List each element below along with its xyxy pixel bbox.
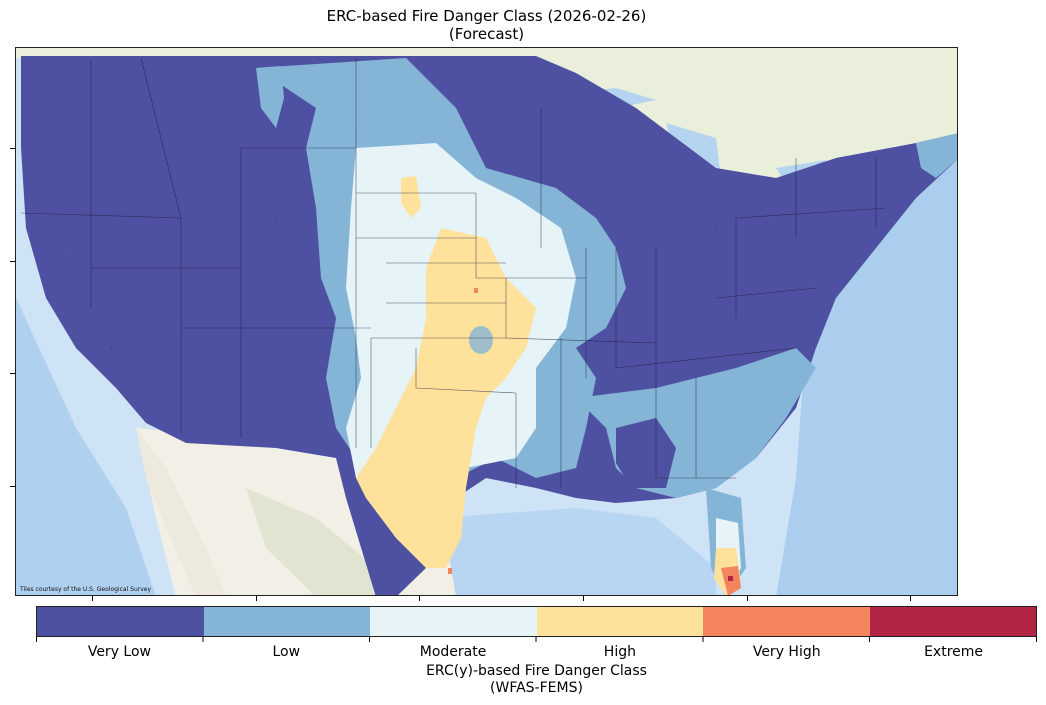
canada-land: [16, 48, 957, 198]
baja-peninsula: [136, 428, 226, 595]
x-tick: [419, 596, 420, 601]
colorbar-title-line-1: ERC(y)-based Fire Danger Class: [426, 663, 647, 679]
colorbar: [36, 606, 1037, 637]
fire-class-low-north: [256, 66, 284, 128]
colorbar-label-moderate: Moderate: [419, 644, 487, 660]
state-boundaries: [20, 57, 887, 488]
map-panel[interactable]: Tiles courtesy of the U.S. Geological Su…: [15, 47, 958, 596]
gulf-of-mexico: [436, 508, 716, 595]
colorbar-label-very-high: Very High: [752, 644, 821, 660]
ocean-deep-pacific: [16, 298, 156, 595]
fire-class-extreme-spot: [728, 576, 733, 581]
map-attribution: Tiles courtesy of the U.S. Geological Su…: [20, 586, 152, 593]
title-line-1: ERC-based Fire Danger Class (2026-02-26): [326, 7, 647, 25]
colorbar-title-line-2: (WFAS-FEMS): [490, 680, 583, 696]
colorbar-label-high: High: [603, 644, 636, 660]
colorbar-segment-extreme: [869, 607, 1036, 636]
fire-class-very-high-spot: [448, 568, 452, 574]
colorbar-labels: Very Low Low Moderate High Very High Ext…: [36, 644, 1037, 660]
x-tick: [910, 596, 911, 601]
colorbar-label-low: Low: [272, 644, 301, 660]
colorbar-segment-very-high: [703, 607, 870, 636]
x-tick: [92, 596, 93, 601]
colorbar-label-very-low: Very Low: [87, 644, 151, 660]
colorbar-segment-high: [536, 607, 703, 636]
title-line-2: (Forecast): [448, 25, 525, 43]
fire-class-very-high-spot: [474, 288, 478, 293]
colorbar-segment-very-low: [37, 607, 204, 636]
fire-class-low-northeast: [916, 133, 957, 178]
y-tick: [10, 148, 15, 149]
fire-class-very-low-southeast-patch: [596, 318, 756, 388]
colorbar-segment-low: [203, 607, 370, 636]
fire-class-high-north-spot: [401, 176, 421, 218]
y-tick: [10, 261, 15, 262]
stipple-texture: [45, 107, 897, 409]
y-tick: [10, 373, 15, 374]
map-title: ERC-based Fire Danger Class (2026-02-26)…: [0, 7, 973, 43]
y-tick: [10, 486, 15, 487]
x-tick: [583, 596, 584, 601]
colorbar-title: ERC(y)-based Fire Danger Class (WFAS-FEM…: [36, 663, 1037, 697]
fire-class-moderate-hole: [469, 326, 493, 354]
colorbar-segment-moderate: [370, 607, 537, 636]
x-tick: [256, 596, 257, 601]
map-canvas: [16, 48, 957, 595]
sierra-madre: [246, 488, 395, 595]
colorbar-ticks: [36, 637, 1037, 642]
lake-ontario: [776, 160, 826, 176]
fire-class-very-low-gulf-coast: [616, 418, 676, 488]
fire-class-high-region: [356, 228, 536, 568]
colorbar-label-extreme: Extreme: [924, 644, 984, 660]
x-tick: [747, 596, 748, 601]
